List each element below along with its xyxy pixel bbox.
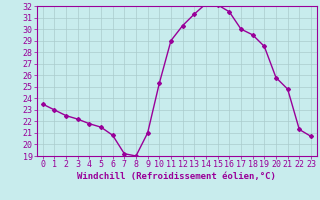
- X-axis label: Windchill (Refroidissement éolien,°C): Windchill (Refroidissement éolien,°C): [77, 172, 276, 181]
